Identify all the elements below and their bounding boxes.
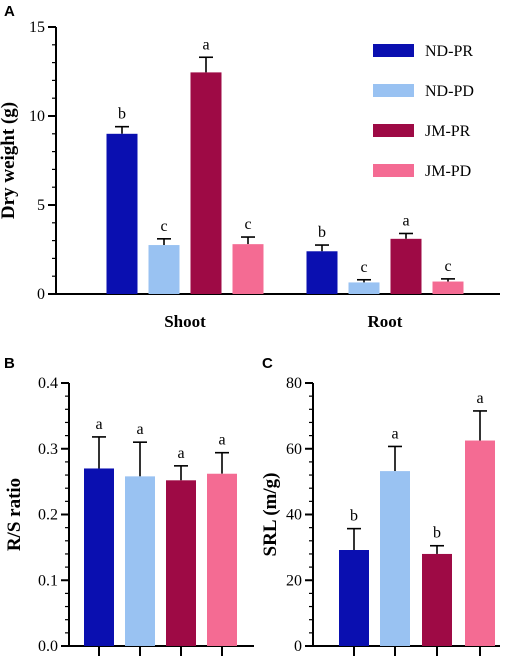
significance-letter: c (244, 216, 251, 233)
significance-letter: a (177, 445, 184, 462)
bar (166, 480, 196, 646)
bar (232, 244, 264, 294)
legend-swatch (373, 124, 414, 137)
legend-label: JM-PR (425, 123, 471, 140)
y-axis-title: Dry weight (g) (0, 102, 19, 219)
bar (148, 245, 180, 294)
bar (465, 440, 495, 646)
significance-letter: c (444, 258, 451, 275)
bar (84, 468, 114, 646)
bar (422, 553, 452, 646)
y-axis-title: R/S ratio (4, 478, 25, 551)
y-tick-label: 60 (286, 441, 302, 458)
y-tick-label: 15 (29, 19, 45, 36)
y-tick-label: 20 (286, 572, 302, 589)
bar (106, 133, 138, 294)
panel-letter: C (262, 355, 273, 372)
y-tick-label: 0 (294, 638, 302, 655)
bar (348, 282, 380, 294)
bar (380, 471, 410, 646)
bar (125, 476, 155, 646)
bar (190, 72, 222, 294)
bar (207, 473, 237, 646)
legend-label: ND-PD (425, 83, 474, 100)
significance-letter: c (160, 218, 167, 235)
y-tick-label: 0.1 (38, 572, 58, 589)
bar (432, 281, 464, 294)
y-tick-label: 5 (37, 197, 45, 214)
significance-letter: b (433, 525, 441, 542)
y-axis-title: SRL (m/g) (260, 473, 281, 557)
significance-letter: b (350, 508, 358, 525)
y-tick-label: 0.2 (38, 507, 58, 524)
significance-letter: b (118, 106, 126, 123)
legend: ND-PR ND-PD JM-PR JM-PD (373, 43, 474, 180)
y-tick-label: 0.0 (38, 638, 58, 655)
legend-swatch (373, 84, 414, 97)
legend-label: JM-PD (425, 163, 471, 180)
y-tick-label: 0.4 (38, 375, 58, 392)
significance-letter: a (202, 36, 209, 53)
y-tick-label: 0 (37, 286, 45, 303)
significance-letter: a (402, 212, 409, 229)
panel-a: 0 5 10 15 Dry weight (g) Ab b c c a a c c Shoot Root ND… (0, 3, 500, 331)
legend-label: ND-PR (425, 43, 473, 60)
panel-c: 0 20 40 60 80 SRL (m/g) Cb a b a (260, 355, 500, 656)
y-tick-label: 40 (286, 507, 302, 524)
y-tick-label: 80 (286, 375, 302, 392)
significance-letter: a (218, 432, 225, 449)
significance-letter: a (476, 390, 483, 407)
legend-swatch (373, 44, 414, 57)
significance-letter: a (95, 416, 102, 433)
y-tick-label: 0.3 (38, 441, 58, 458)
bar (339, 550, 369, 646)
panel-b: 0.0 0.1 0.2 0.3 0.4 R/S ratio Ba a a a (4, 355, 254, 656)
x-category-label: Shoot (164, 312, 206, 331)
bar (306, 251, 338, 294)
x-category-label: Root (368, 312, 403, 331)
significance-letter: a (136, 421, 143, 438)
panel-letter: B (4, 355, 15, 372)
significance-letter: c (360, 259, 367, 276)
bar (390, 238, 422, 294)
legend-swatch (373, 164, 414, 177)
significance-letter: b (318, 224, 326, 241)
panel-letter: A (4, 3, 15, 20)
y-tick-label: 10 (29, 108, 45, 125)
significance-letter: a (391, 425, 398, 442)
